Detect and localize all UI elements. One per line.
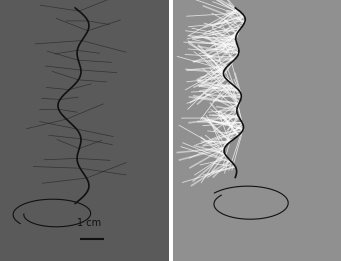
Bar (169, 0, 173, 261)
Text: 1 cm: 1 cm (77, 218, 101, 228)
Bar (0, 0, 169, 261)
Bar (173, 0, 341, 261)
